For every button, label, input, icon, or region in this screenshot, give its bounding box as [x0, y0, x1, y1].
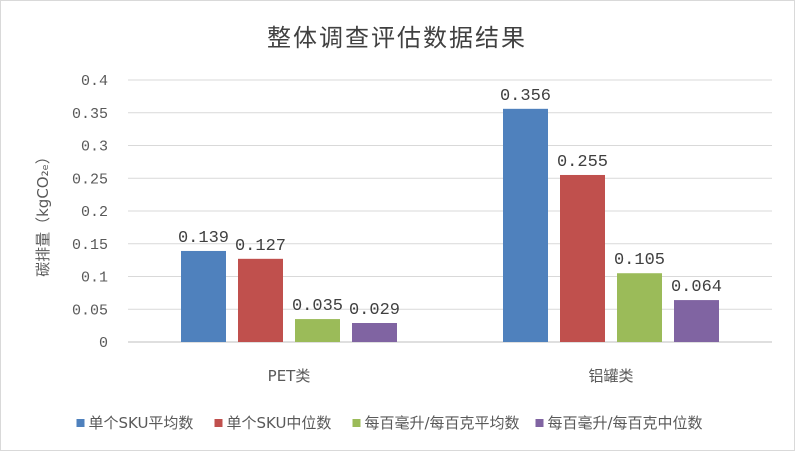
bar: [181, 250, 226, 342]
y-tick-label: 0.4: [81, 73, 108, 90]
bar: [503, 108, 548, 342]
data-label: 0.029: [349, 301, 400, 320]
data-label: 0.127: [235, 237, 286, 256]
y-tick-label: 0.3: [81, 139, 108, 156]
data-label: 0.064: [671, 278, 722, 297]
legend-swatch: [535, 419, 544, 427]
bars: [181, 108, 719, 342]
legend-label: 单个SKU平均数: [89, 414, 194, 432]
y-tick-label: 0.35: [72, 106, 108, 123]
bar: [617, 273, 662, 342]
category-label: 铝罐类: [588, 367, 633, 385]
data-label: 0.255: [557, 153, 608, 172]
y-tick-label: 0.1: [81, 270, 108, 287]
y-tick-label: 0.2: [81, 204, 108, 221]
legend-swatch: [352, 419, 361, 427]
category-label: PET类: [268, 367, 311, 385]
bar: [238, 258, 283, 342]
y-tick-label: 0.25: [72, 171, 108, 188]
data-label: 0.139: [178, 229, 229, 248]
gridlines: [128, 79, 772, 343]
data-label: 0.035: [292, 297, 343, 316]
legend-swatch: [76, 419, 85, 427]
y-tick-label: 0.05: [72, 302, 108, 319]
legend: 单个SKU平均数 单个SKU中位数 每百毫升/每百克平均数 每百毫升/每百克中位数: [76, 414, 703, 432]
bar: [352, 323, 397, 342]
legend-swatch: [214, 419, 223, 427]
legend-label: 每百毫升/每百克平均数: [365, 414, 520, 432]
y-tick-label: 0: [99, 335, 108, 352]
data-label: 0.356: [500, 87, 551, 106]
legend-label: 单个SKU中位数: [227, 414, 332, 432]
bar: [295, 319, 340, 342]
bar: [674, 300, 719, 342]
y-tick-labels: 0 0.05 0.1 0.15 0.2 0.25 0.3 0.35 0.4: [72, 73, 108, 352]
data-label: 0.105: [614, 251, 665, 270]
bar: [560, 174, 605, 342]
legend-label: 每百毫升/每百克中位数: [548, 414, 703, 432]
y-axis-label: 碳排量（kgCO₂ₑ）: [34, 149, 52, 277]
category-labels: PET类 铝罐类: [268, 367, 634, 385]
data-labels: 0.139 0.127 0.035 0.029 0.356 0.255 0.105 0.064: [178, 87, 722, 320]
y-tick-label: 0.15: [72, 237, 108, 254]
chart-title: 整体调查评估数据结果: [267, 24, 527, 52]
